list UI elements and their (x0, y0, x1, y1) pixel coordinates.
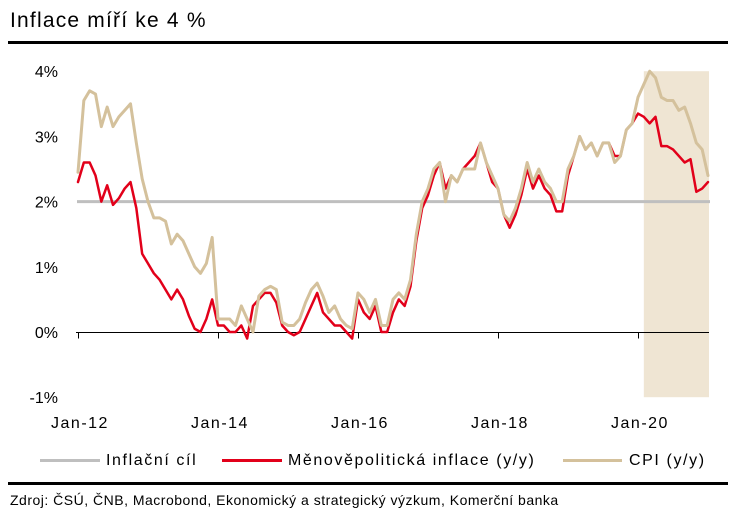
source-rule (8, 482, 728, 485)
x-tick-label: Jan-18 (471, 415, 529, 432)
series-line-cpi (76, 69, 710, 334)
legend: Inflační cíl Měnověpolitická inflace (y/… (0, 450, 734, 472)
legend-item-inflation-target: Inflační cíl (40, 450, 220, 472)
chart-title: Inflace míří ke 4 % (10, 9, 207, 32)
y-tick-label: 2% (35, 195, 58, 212)
x-tick-label: Jan-12 (51, 415, 109, 432)
forecast-shading (643, 71, 709, 398)
line-chart: Jan-12 Jan-14 Jan-16 Jan-18 Jan-20 4% 3% 2% 1% 0%… (30, 64, 710, 432)
legend-swatch-monetary-policy-inflation (222, 459, 282, 462)
legend-swatch-inflation-target (40, 459, 100, 462)
y-tick-label: -1% (30, 390, 58, 407)
y-tick-label: 3% (35, 129, 58, 146)
x-tick-label: Jan-16 (331, 415, 389, 432)
x-tick-label: Jan-20 (611, 415, 669, 432)
source-note: Zdroj: ČSÚ, ČNB, Macrobond, Ekonomický a… (10, 492, 559, 508)
legend-label-inflation-target: Inflační cíl (106, 452, 198, 469)
legend-label-cpi: CPI (y/y) (629, 452, 706, 469)
y-tick-label: 4% (35, 64, 58, 81)
legend-label-monetary-policy-inflation: Měnověpolitická inflace (y/y) (288, 452, 536, 469)
x-tick-label: Jan-14 (191, 415, 249, 432)
y-tick-label: 0% (35, 325, 58, 342)
title-rule (8, 41, 728, 44)
y-tick-label: 1% (35, 260, 58, 277)
legend-item-monetary-policy-inflation: Měnověpolitická inflace (y/y) (222, 450, 552, 472)
legend-swatch-cpi (563, 459, 622, 462)
legend-item-cpi: CPI (y/y) (563, 450, 723, 472)
